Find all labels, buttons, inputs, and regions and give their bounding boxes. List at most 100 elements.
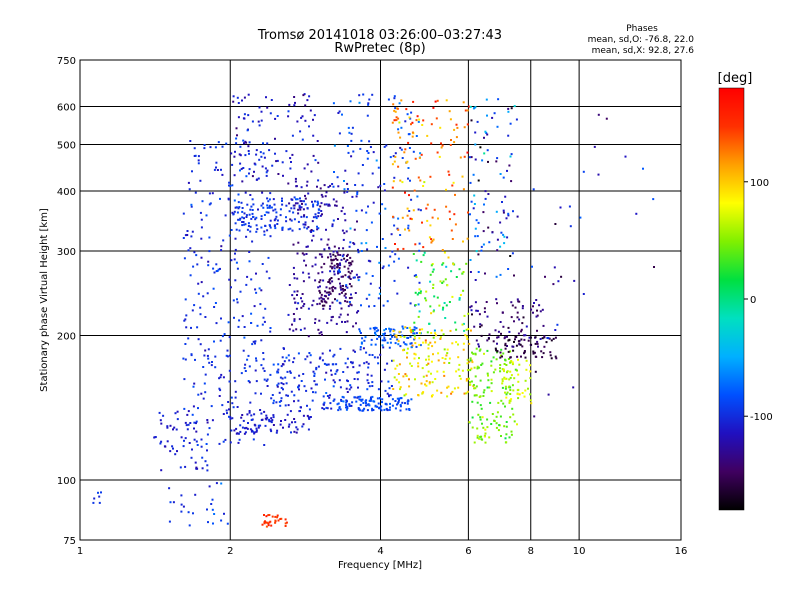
data-point [431,381,434,384]
data-point [303,167,306,170]
data-point [480,438,483,441]
data-point [516,311,519,314]
data-point [534,342,537,345]
data-point [350,404,353,407]
data-point [360,242,363,245]
data-point [462,289,465,292]
data-point [206,449,208,452]
data-point [292,361,295,364]
x-tick-label: 4 [377,546,383,557]
data-point [333,273,336,276]
data-point [466,369,469,372]
data-point [252,203,255,206]
data-point [496,125,499,128]
data-point [499,351,502,354]
data-point [366,388,369,391]
data-point [509,389,512,391]
data-point [353,396,356,399]
data-point [261,523,264,526]
data-point [406,207,409,210]
data-point [467,312,470,315]
data-point [358,101,361,104]
data-point [417,176,420,179]
data-point [425,290,428,293]
data-point [344,169,347,172]
data-point [286,370,289,373]
data-point [261,323,264,326]
data-point [180,503,183,506]
data-point [392,155,395,158]
data-point [404,343,407,346]
data-point [367,152,370,154]
data-point [325,363,328,366]
data-point [413,357,416,360]
data-point [402,349,405,352]
data-point [339,408,342,411]
data-point [387,264,390,267]
data-point [301,300,304,303]
data-point [507,339,510,342]
data-point [311,265,314,268]
data-point [326,407,329,410]
data-point [432,353,434,356]
data-point [169,450,172,453]
data-point [483,136,485,139]
data-point [398,363,401,366]
data-point [362,402,365,404]
data-point [183,439,185,442]
data-point [294,421,297,424]
data-point [505,377,508,380]
data-point [439,336,442,339]
data-point [269,235,272,238]
data-point [391,335,393,338]
data-point [310,387,313,390]
data-point [541,308,544,311]
data-point [287,394,289,397]
data-point [477,271,480,273]
data-point [329,270,332,273]
data-point [337,263,340,266]
data-point [322,307,325,310]
data-point [191,309,194,312]
data-point [360,250,363,252]
data-point [419,290,422,293]
data-point [487,374,489,377]
data-point [270,430,273,433]
data-point [303,215,305,218]
data-point [328,279,331,281]
data-point [391,359,393,362]
data-point [263,320,266,323]
data-point [371,395,374,398]
data-point [350,361,352,364]
data-point [429,280,432,283]
data-point [358,364,361,367]
data-point [184,234,187,237]
data-point [203,354,206,357]
data-point [194,461,197,464]
data-point [346,286,349,289]
data-point [206,292,209,295]
data-point [331,183,334,185]
data-point [227,198,230,201]
data-point [319,285,321,288]
data-point [469,306,472,309]
data-point [318,297,321,300]
data-point [517,340,520,343]
data-point [246,358,249,361]
data-point [201,456,204,459]
data-point [415,345,418,348]
data-point [335,322,338,325]
data-point [505,441,508,444]
data-point [491,413,494,415]
data-point [381,344,384,347]
data-point [228,369,231,372]
data-point [412,209,415,212]
data-point [247,93,250,96]
data-point [486,418,489,421]
data-point [344,300,347,303]
data-point [474,375,477,378]
data-point [293,273,295,276]
data-point [395,336,398,339]
data-point [552,337,555,340]
data-point [189,247,192,250]
